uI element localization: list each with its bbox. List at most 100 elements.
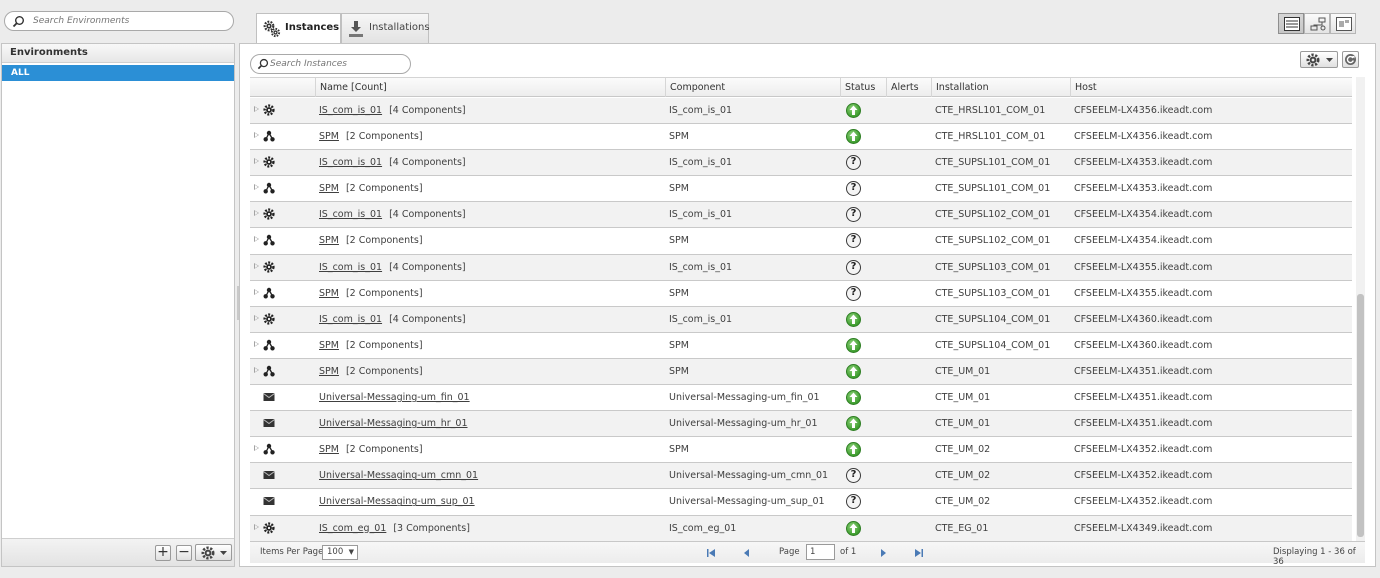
expand-row-icon[interactable] bbox=[254, 184, 259, 191]
table-row[interactable]: Universal-Messaging-um_hr_01 Universal-Me… bbox=[250, 411, 1352, 438]
tab-instances[interactable]: Instances bbox=[256, 13, 341, 44]
expand-row-icon[interactable] bbox=[254, 132, 259, 139]
instance-name-link[interactable]: Universal-Messaging-um_hr_01 bbox=[319, 418, 468, 430]
gear-icon bbox=[263, 260, 275, 273]
component-cell: Universal-Messaging-um_cmn_01 bbox=[669, 470, 829, 482]
first-page-icon[interactable] bbox=[706, 548, 716, 558]
status-up-icon bbox=[846, 442, 861, 458]
instance-name-link[interactable]: Universal-Messaging-um_fin_01 bbox=[319, 392, 470, 404]
instance-name-link[interactable]: SPM bbox=[319, 287, 339, 299]
table-row[interactable]: SPM [2 Components] SPM CTE_SUPSL104_COM_01 C… bbox=[250, 333, 1352, 359]
instance-search-input[interactable] bbox=[270, 57, 405, 71]
column-header-component[interactable]: Component bbox=[665, 78, 840, 97]
topology-view-icon bbox=[1310, 17, 1326, 31]
display-count-text: Displaying 1 - 36 of 36 bbox=[1273, 547, 1356, 567]
table-row[interactable]: Universal-Messaging-um_cmn_01 Universal-M… bbox=[250, 463, 1352, 490]
instance-search-box[interactable] bbox=[250, 54, 411, 74]
list-view-button[interactable] bbox=[1278, 13, 1304, 34]
expand-row-icon[interactable] bbox=[254, 236, 259, 243]
column-header-alerts[interactable]: Alerts bbox=[886, 78, 931, 97]
column-header-status[interactable]: Status bbox=[840, 78, 886, 97]
instance-name-cell: Universal-Messaging-um_sup_01 bbox=[319, 489, 482, 514]
items-per-page-select[interactable]: 100 ▼ bbox=[322, 545, 358, 560]
instance-name-link[interactable]: Universal-Messaging-um_sup_01 bbox=[319, 496, 475, 508]
table-row[interactable]: SPM [2 Components] SPM? CTE_SUPSL102_COM_01… bbox=[250, 228, 1352, 255]
table-row[interactable]: SPM [2 Components] SPM? CTE_SUPSL101_COM_01… bbox=[250, 176, 1352, 203]
page-number-input[interactable]: 1 bbox=[806, 544, 835, 560]
environment-search-input[interactable] bbox=[33, 14, 228, 28]
expand-row-icon[interactable] bbox=[254, 262, 259, 269]
grid-settings-dropdown[interactable] bbox=[1300, 51, 1338, 68]
environment-item-all[interactable]: ALL bbox=[2, 65, 234, 81]
expand-row-icon[interactable] bbox=[254, 445, 259, 452]
instance-name-link[interactable]: IS_com_is_01 bbox=[319, 105, 383, 116]
table-row[interactable]: Universal-Messaging-um_fin_01 Universal-M… bbox=[250, 385, 1352, 412]
vertical-scrollbar[interactable] bbox=[1356, 77, 1365, 541]
instance-name-cell: SPM [2 Components] bbox=[319, 228, 423, 253]
tab-installations-label: Installations bbox=[369, 22, 430, 33]
search-icon bbox=[12, 16, 24, 28]
instance-name-link[interactable]: SPM bbox=[319, 131, 339, 143]
table-row[interactable]: SPM [2 Components] SPM CTE_UM_01 CFSEELM-LX4… bbox=[250, 358, 1352, 386]
column-header-installation[interactable]: Installation bbox=[931, 78, 1070, 97]
expand-row-icon[interactable] bbox=[254, 210, 259, 217]
status-unknown-icon: ? bbox=[846, 494, 861, 510]
instance-name-link[interactable]: IS_com_is_01 bbox=[319, 313, 383, 325]
grid-body: IS_com_is_01 [4 Components] IS_com_is_01 CT… bbox=[250, 98, 1352, 541]
tab-installations[interactable]: Installations bbox=[341, 13, 430, 44]
expand-row-icon[interactable] bbox=[254, 523, 259, 530]
instance-name-link[interactable]: SPM bbox=[319, 444, 339, 456]
host-cell: CFSEELM-LX4352.ikeadt.com bbox=[1074, 470, 1213, 482]
instance-name-link[interactable]: Universal-Messaging-um_cmn_01 bbox=[319, 470, 479, 482]
status-up-icon bbox=[846, 416, 861, 432]
expand-row-icon[interactable] bbox=[254, 158, 259, 165]
environment-settings-dropdown[interactable] bbox=[195, 544, 232, 561]
envelope-icon bbox=[263, 417, 275, 429]
table-row[interactable]: SPM [2 Components] SPM? CTE_SUPSL103_COM_01… bbox=[250, 281, 1352, 307]
add-environment-button[interactable]: + bbox=[155, 545, 171, 561]
remove-environment-button[interactable]: − bbox=[176, 545, 192, 561]
installation-cell: CTE_UM_02 bbox=[935, 496, 991, 508]
status-unknown-icon: ? bbox=[846, 259, 861, 275]
table-row[interactable]: IS_com_is_01 [4 Components] IS_com_is_01 CT… bbox=[250, 306, 1352, 333]
expand-row-icon[interactable] bbox=[254, 314, 259, 321]
environment-search-box[interactable] bbox=[4, 11, 234, 31]
topology-view-button[interactable] bbox=[1304, 13, 1330, 34]
instance-name-link[interactable]: SPM bbox=[319, 183, 339, 195]
instance-name-link[interactable]: IS_com_eg_01 bbox=[319, 522, 387, 534]
expand-row-icon[interactable] bbox=[254, 340, 259, 347]
next-page-icon[interactable] bbox=[878, 548, 888, 558]
instance-name-cell: SPM [2 Components] bbox=[319, 124, 423, 149]
host-cell: CFSEELM-LX4349.ikeadt.com bbox=[1074, 522, 1213, 534]
table-row[interactable]: IS_com_is_01 [4 Components] IS_com_is_01? C… bbox=[250, 202, 1352, 229]
table-row[interactable]: SPM [2 Components] SPM CTE_HRSL101_COM_01 CF… bbox=[250, 124, 1352, 151]
host-cell: CFSEELM-LX4354.ikeadt.com bbox=[1074, 209, 1213, 221]
instance-name-link[interactable]: SPM bbox=[319, 235, 339, 247]
expand-row-icon[interactable] bbox=[254, 106, 259, 112]
installation-cell: CTE_SUPSL103_COM_01 bbox=[935, 261, 1051, 273]
instance-name-link[interactable]: SPM bbox=[319, 339, 339, 351]
table-row[interactable]: IS_com_is_01 [4 Components] IS_com_is_01? C… bbox=[250, 254, 1352, 281]
column-header-name[interactable]: Name [Count] bbox=[315, 78, 665, 97]
table-row[interactable]: IS_com_is_01 [4 Components] IS_com_is_01 CT… bbox=[250, 98, 1352, 125]
dashboard-view-button[interactable] bbox=[1330, 13, 1356, 34]
table-row[interactable]: IS_com_eg_01 [3 Components] IS_com_eg_01 CT… bbox=[250, 515, 1352, 541]
previous-page-icon[interactable] bbox=[742, 548, 752, 558]
expand-row-icon[interactable] bbox=[254, 288, 259, 295]
scrollbar-thumb[interactable] bbox=[1357, 294, 1364, 537]
component-count: [4 Components] bbox=[389, 313, 466, 325]
instance-name-link[interactable]: IS_com_is_01 bbox=[319, 157, 383, 169]
table-row[interactable]: IS_com_is_01 [4 Components] IS_com_is_01? C… bbox=[250, 150, 1352, 177]
component-cell: Universal-Messaging-um_hr_01 bbox=[669, 418, 818, 430]
instance-name-link[interactable]: IS_com_is_01 bbox=[319, 209, 383, 221]
table-row[interactable]: Universal-Messaging-um_sup_01 Universal-M… bbox=[250, 489, 1352, 516]
paging-toolbar: Items Per Page 100 ▼ Page 1 of 1 Display… bbox=[250, 541, 1365, 567]
instance-name-link[interactable]: SPM bbox=[319, 365, 339, 377]
expand-row-icon[interactable] bbox=[254, 366, 259, 373]
installation-cell: CTE_SUPSL101_COM_01 bbox=[935, 183, 1051, 195]
column-header-host[interactable]: Host bbox=[1070, 78, 1352, 97]
last-page-icon[interactable] bbox=[914, 548, 924, 558]
instance-name-link[interactable]: IS_com_is_01 bbox=[319, 261, 383, 273]
table-row[interactable]: SPM [2 Components] SPM CTE_UM_02 CFSEELM-LX4… bbox=[250, 437, 1352, 464]
refresh-button[interactable] bbox=[1342, 51, 1359, 68]
